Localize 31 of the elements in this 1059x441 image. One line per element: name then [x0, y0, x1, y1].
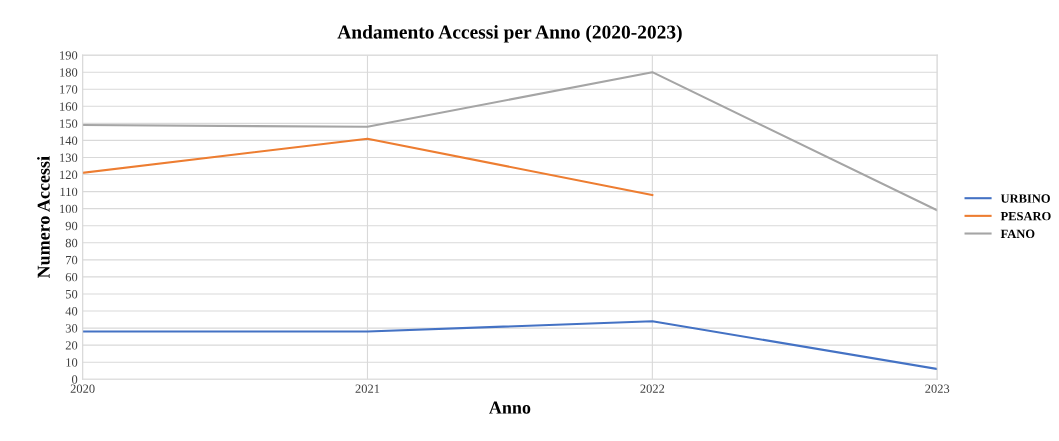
y-tick-label: 180 [60, 68, 78, 77]
y-tick-label: 50 [65, 289, 78, 299]
y-tick-label: 70 [66, 255, 78, 265]
y-axis-title: Numero Accessi [37, 156, 50, 279]
legend-label: PESARO [1000, 211, 1051, 221]
y-tick-label: 160 [60, 102, 78, 111]
y-tick-label: 30 [65, 324, 78, 333]
y-tick-label: 80 [65, 238, 78, 248]
y-tick-label: 20 [65, 341, 78, 350]
y-tick-label: 190 [60, 51, 78, 60]
y-tick-label: 40 [65, 307, 78, 316]
legend-label: URBINO [1000, 194, 1050, 203]
x-tick-label: 2020 [70, 384, 95, 393]
y-tick-label: 170 [60, 85, 78, 94]
line-series [82, 71, 938, 212]
y-tick-label: 110 [60, 187, 78, 197]
y-tick-label: 0 [71, 375, 78, 384]
y-tick-label: 150 [60, 119, 78, 128]
y-tick-label: 60 [65, 272, 78, 282]
x-tick-label: 2021 [355, 384, 380, 393]
y-tick-label: 130 [60, 153, 78, 162]
chart-title: Andamento Accessi per Anno (2020-2023) [337, 24, 682, 43]
y-tick-label: 100 [60, 204, 78, 214]
y-tick-label: 140 [60, 136, 78, 145]
x-tick-label: 2022 [640, 384, 665, 393]
y-tick-label: 90 [65, 221, 78, 231]
legend-label: FANO [1000, 229, 1035, 239]
x-tick-label: 2023 [925, 384, 950, 393]
y-tick-label: 10 [66, 358, 78, 367]
y-tick-label: 120 [60, 170, 78, 179]
x-axis-title: Anno [489, 401, 531, 414]
